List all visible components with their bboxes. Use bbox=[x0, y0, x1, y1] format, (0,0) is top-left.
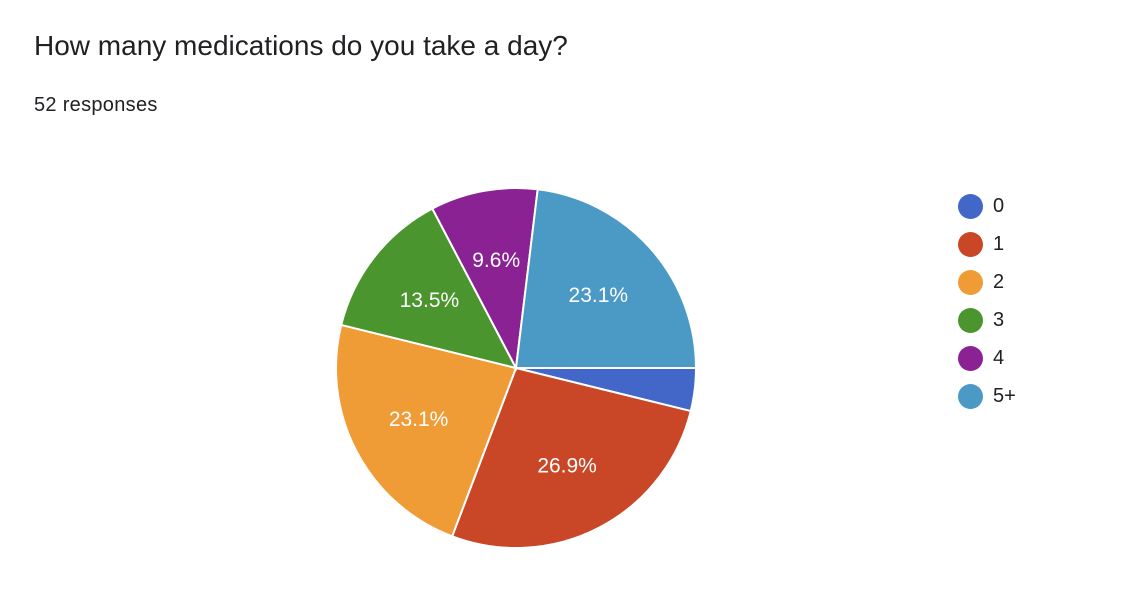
slice-percent-label: 23.1% bbox=[389, 408, 449, 431]
slice-percent-label: 13.5% bbox=[400, 289, 460, 312]
legend-label: 2 bbox=[993, 270, 1005, 293]
legend-swatch bbox=[958, 193, 983, 219]
slice-percent-label: 26.9% bbox=[537, 454, 597, 477]
legend-item[interactable]: 4 bbox=[958, 339, 1016, 377]
legend-label: 1 bbox=[993, 232, 1005, 255]
pie-slice-4[interactable] bbox=[430, 186, 539, 372]
legend-label: 3 bbox=[993, 308, 1005, 331]
legend-label: 4 bbox=[993, 346, 1005, 369]
response-count: 52 responses bbox=[34, 94, 158, 116]
legend-item[interactable]: 2 bbox=[958, 263, 1016, 301]
legend-item[interactable]: 1 bbox=[958, 225, 1016, 263]
legend-item[interactable]: 0 bbox=[958, 187, 1016, 225]
chart-legend: 0 1 2 3 4 5+ bbox=[958, 187, 1016, 415]
slice-percent-label: 9.6% bbox=[472, 249, 520, 272]
pie-slice-3[interactable] bbox=[340, 207, 518, 370]
legend-swatch bbox=[958, 269, 983, 295]
legend-swatch bbox=[958, 345, 983, 371]
legend-swatch bbox=[958, 383, 983, 409]
legend-item[interactable]: 3 bbox=[958, 301, 1016, 339]
slice-percent-label: 23.1% bbox=[569, 284, 629, 307]
pie-slice-5plus[interactable] bbox=[514, 188, 698, 369]
legend-swatch bbox=[958, 307, 983, 333]
legend-swatch bbox=[958, 231, 983, 257]
legend-item[interactable]: 5+ bbox=[958, 377, 1016, 415]
chart-title: How many medications do you take a day? bbox=[34, 30, 568, 61]
pie-slice-1[interactable] bbox=[450, 366, 692, 549]
legend-label: 5+ bbox=[993, 384, 1016, 407]
pie-slice-2[interactable] bbox=[334, 323, 518, 538]
legend-label: 0 bbox=[993, 194, 1005, 217]
